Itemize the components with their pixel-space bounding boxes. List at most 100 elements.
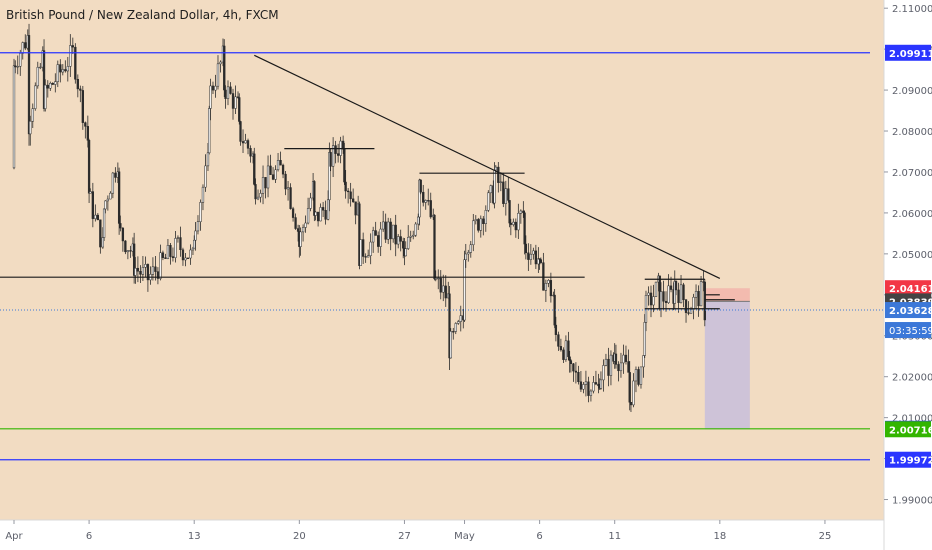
price-label: 2.04161 xyxy=(889,284,932,295)
candle-up xyxy=(412,234,415,237)
candle-down xyxy=(587,381,590,396)
candle-down xyxy=(497,166,500,183)
candle-down xyxy=(559,346,563,351)
short-position-tool[interactable] xyxy=(704,288,750,430)
candle-down xyxy=(71,45,74,48)
candle-down xyxy=(254,184,257,200)
candle-down xyxy=(617,364,620,372)
candle-down xyxy=(136,267,140,272)
candle-down xyxy=(539,259,543,263)
candle-up xyxy=(12,65,16,169)
candle-up xyxy=(517,212,520,231)
drawing-lines[interactable] xyxy=(0,52,884,461)
candle-up xyxy=(331,145,335,167)
candle-down xyxy=(81,90,84,123)
candle-down xyxy=(281,164,285,175)
candle-up xyxy=(442,285,445,293)
candle-up xyxy=(191,247,195,251)
candle-down xyxy=(429,200,432,218)
candle-down xyxy=(669,285,673,290)
candle-down xyxy=(534,250,538,265)
candle-up xyxy=(104,200,107,210)
candle-down xyxy=(477,219,480,231)
candle-down xyxy=(289,187,292,209)
candle-up xyxy=(328,152,331,201)
candle-down xyxy=(562,349,565,360)
candle-down xyxy=(389,221,392,240)
bar-countdown: 03:35:59 xyxy=(889,326,932,337)
candle-up xyxy=(61,69,64,73)
candle-up xyxy=(414,223,417,236)
candle-down xyxy=(223,45,226,91)
candle-up xyxy=(189,249,192,259)
candle-down xyxy=(96,214,99,221)
candle-up xyxy=(204,165,207,188)
candle-down xyxy=(76,79,79,90)
price-tick-label: 2.05000 xyxy=(892,250,932,261)
candle-down xyxy=(117,171,121,224)
candle-up xyxy=(304,222,307,228)
candle-up xyxy=(463,259,466,321)
candle-down xyxy=(341,140,345,150)
candle-down xyxy=(14,65,17,68)
price-tick-label: 2.02000 xyxy=(892,373,932,384)
candle-up xyxy=(109,192,112,200)
candle-down xyxy=(99,219,102,248)
candle-up xyxy=(589,390,593,396)
candle-down xyxy=(502,181,505,204)
candle-down xyxy=(46,84,49,89)
candle-up xyxy=(369,241,372,256)
candle-down xyxy=(627,361,630,373)
candle-up xyxy=(487,192,490,211)
time-tick-label: 20 xyxy=(293,531,306,542)
candle-down xyxy=(354,201,357,216)
price-label: 2.09911 xyxy=(889,49,932,60)
time-axis-background[interactable] xyxy=(0,520,884,550)
candle-down xyxy=(394,224,397,245)
candle-down xyxy=(384,221,387,240)
candle-down xyxy=(614,353,618,365)
candle-down xyxy=(346,190,350,193)
candle-down xyxy=(577,372,580,382)
candle-down xyxy=(224,89,227,99)
candle-up xyxy=(584,381,588,385)
candle-up xyxy=(479,218,482,231)
candle-up xyxy=(449,331,452,359)
candle-up xyxy=(494,166,497,171)
price-tick-label: 2.06000 xyxy=(892,209,932,220)
candle-up xyxy=(692,296,695,310)
candle-up xyxy=(259,193,262,198)
candle-up xyxy=(532,250,535,255)
candle-down xyxy=(637,369,640,385)
candle-down xyxy=(246,140,250,149)
candle-up xyxy=(134,267,137,276)
candle-up xyxy=(367,255,370,258)
candle-down xyxy=(574,370,578,373)
candle-down xyxy=(687,312,690,314)
candle-up xyxy=(151,266,155,275)
time-axis-ticks: Apr 6 13 20 27 May 6 11 18 25 xyxy=(5,520,831,542)
candle-down xyxy=(568,356,571,361)
candle-up xyxy=(622,354,625,364)
candle-down xyxy=(364,256,367,258)
candle-down xyxy=(439,277,442,293)
position-risk-zone xyxy=(704,288,750,302)
candle-up xyxy=(604,358,608,366)
candle-up xyxy=(387,221,390,240)
candle-down xyxy=(649,292,653,306)
candle-down xyxy=(294,217,297,229)
candle-up xyxy=(299,231,302,247)
candle-up xyxy=(21,42,24,54)
candle-down xyxy=(321,207,325,211)
candle-up xyxy=(19,53,22,67)
descending-trendline xyxy=(254,54,721,279)
candle-down xyxy=(181,249,185,261)
candle-down xyxy=(121,227,125,242)
candle-up xyxy=(39,66,42,69)
candle-down xyxy=(324,210,327,220)
candle-down xyxy=(296,228,300,232)
candle-down xyxy=(351,198,355,203)
candle-up xyxy=(404,248,407,257)
candle-down xyxy=(549,280,553,297)
